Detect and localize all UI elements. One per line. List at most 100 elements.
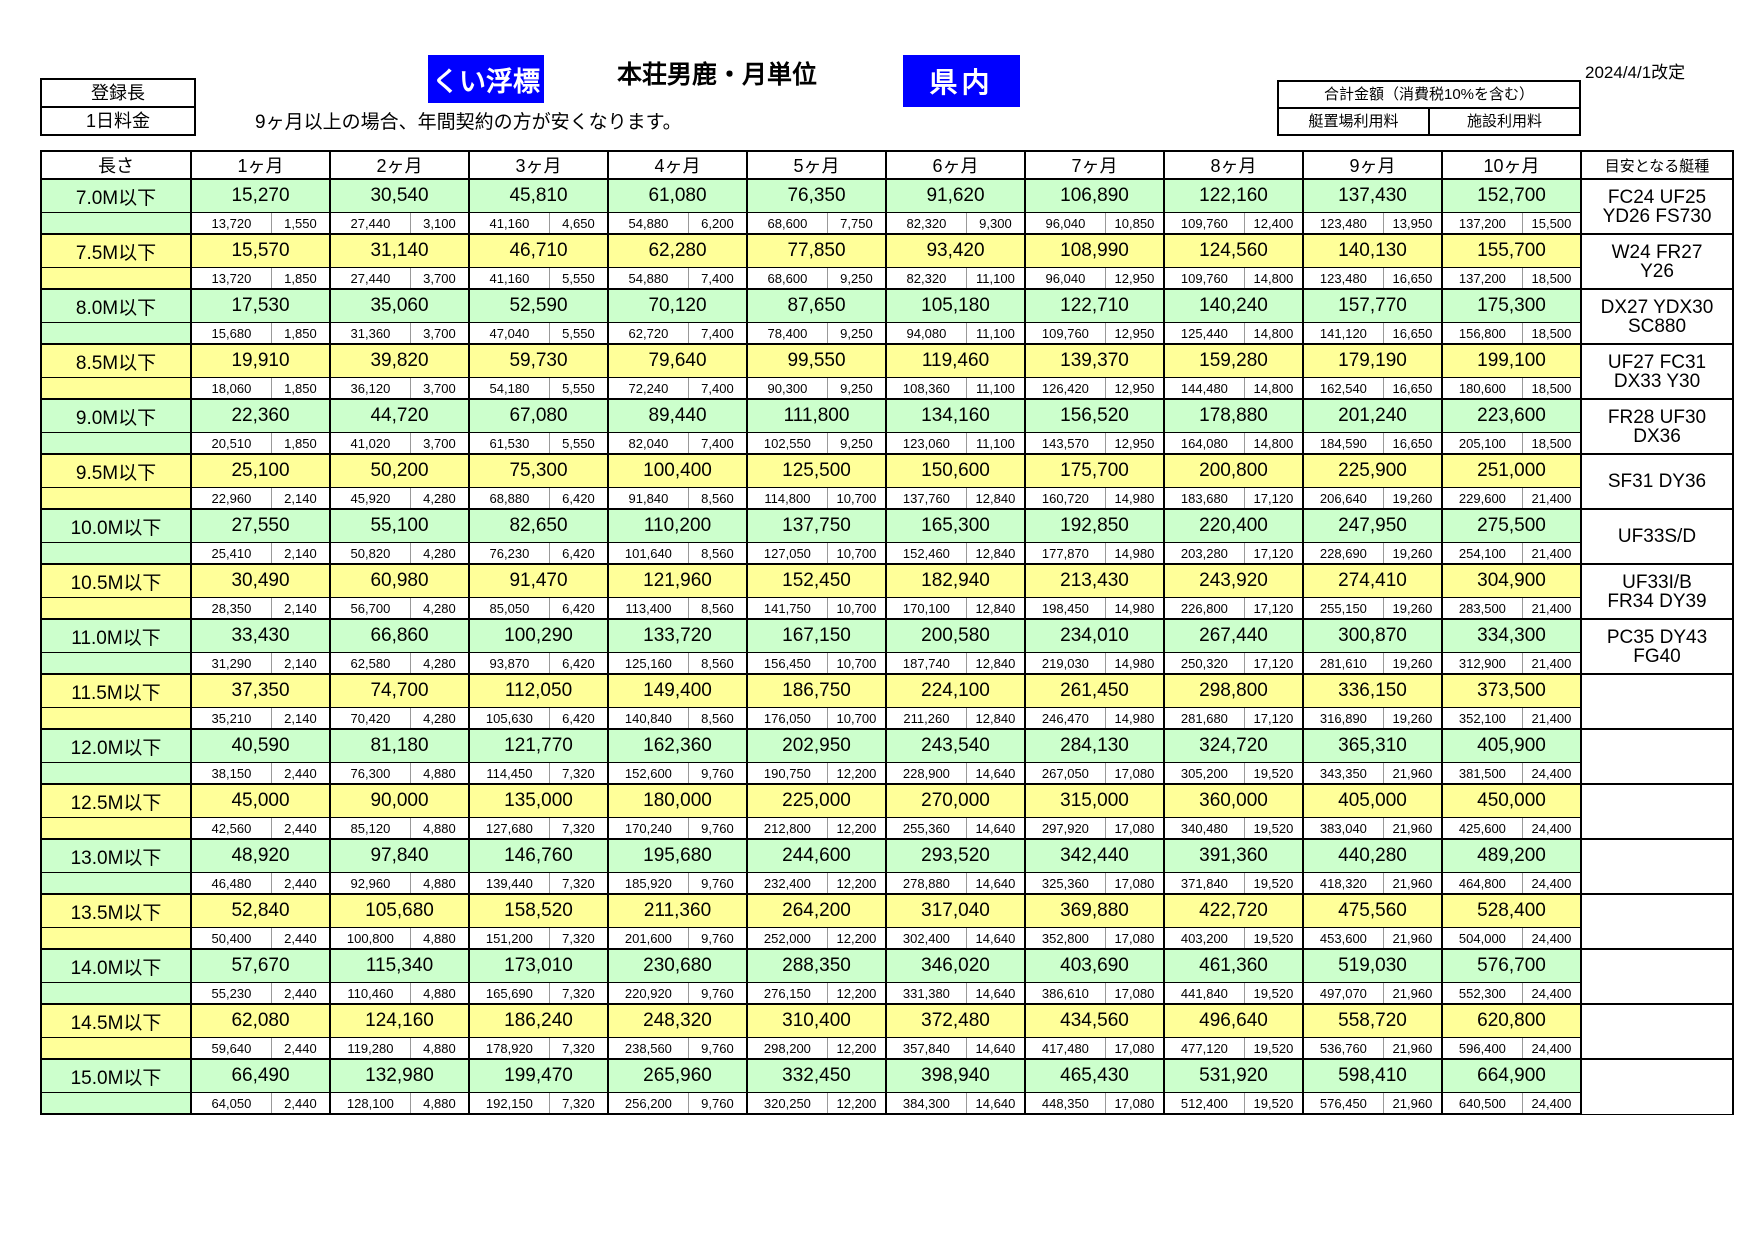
row-length-spacer — [40, 1092, 192, 1115]
facility-fee-value: 1,850 — [284, 270, 317, 286]
boat-types-cell: FR28 UF30 DX36 — [1580, 398, 1734, 455]
fee-breakdown-cell: 36,120 3,700 — [329, 377, 470, 400]
fee-breakdown-cell: 68,880 6,420 — [468, 487, 609, 510]
mooring-fee-value: 331,380 — [888, 983, 967, 1003]
mooring-fee-value: 256,200 — [610, 1093, 689, 1113]
monthly-total-cell: 112,050 — [468, 673, 609, 708]
mooring-fee-value: 536,760 — [1305, 1038, 1384, 1058]
fee-breakdown-cell: 123,480 16,650 — [1302, 267, 1443, 290]
mooring-fee-value: 357,840 — [888, 1038, 967, 1058]
mooring-fee-value: 219,030 — [1027, 653, 1106, 673]
boat-types-cell — [1580, 673, 1734, 730]
mooring-fee-value: 206,640 — [1305, 488, 1384, 508]
mooring-fee-value: 448,350 — [1027, 1093, 1106, 1113]
facility-fee-value: 14,980 — [1114, 655, 1155, 671]
mooring-fee-value: 61,530 — [471, 433, 550, 453]
fee-breakdown-cell: 68,600 9,250 — [746, 267, 887, 290]
fee-breakdown-cell: 170,100 12,840 — [885, 597, 1026, 620]
mooring-fee-value: 93,870 — [471, 653, 550, 673]
monthly-total-cell: 150,600 — [885, 453, 1026, 488]
facility-fee-value: 4,280 — [423, 655, 456, 671]
mooring-fee-value: 85,120 — [332, 818, 411, 838]
monthly-total-cell: 265,960 — [607, 1058, 748, 1093]
monthly-total-cell: 244,600 — [746, 838, 887, 873]
fee-breakdown-cell: 441,840 19,520 — [1163, 982, 1304, 1005]
boat-types-cell: DX27 YDX30 SC880 — [1580, 288, 1734, 345]
monthly-total-cell: 159,280 — [1163, 343, 1304, 378]
fee-breakdown-cell: 13,720 1,550 — [190, 212, 331, 235]
monthly-total-cell: 162,360 — [607, 728, 748, 763]
mooring-fee-value: 78,400 — [749, 323, 828, 343]
facility-fee-value: 21,400 — [1531, 490, 1572, 506]
facility-fee-value: 3,700 — [423, 325, 456, 341]
facility-fee-value: 12,950 — [1114, 325, 1155, 341]
fee-breakdown-cell: 28,350 2,140 — [190, 597, 331, 620]
monthly-total-cell: 40,590 — [190, 728, 331, 763]
monthly-total-cell: 87,650 — [746, 288, 887, 323]
row-length-spacer — [40, 1037, 192, 1060]
mooring-fee-value: 187,740 — [888, 653, 967, 673]
column-header-month-3: 3ヶ月 — [468, 150, 609, 180]
mooring-fee-value: 192,150 — [471, 1093, 550, 1113]
facility-fee-value: 14,980 — [1114, 600, 1155, 616]
facility-fee-value: 14,800 — [1253, 270, 1294, 286]
mooring-fee-value: 170,240 — [610, 818, 689, 838]
facility-fee-value: 17,120 — [1253, 655, 1294, 671]
fee-breakdown-cell: 127,680 7,320 — [468, 817, 609, 840]
fee-breakdown-cell: 278,880 14,640 — [885, 872, 1026, 895]
facility-fee-value: 17,120 — [1253, 490, 1294, 506]
fee-breakdown-cell: 96,040 12,950 — [1024, 267, 1165, 290]
facility-fee-value: 9,250 — [840, 380, 873, 396]
column-header-month-9: 9ヶ月 — [1302, 150, 1443, 180]
facility-fee-value: 17,080 — [1114, 930, 1155, 946]
mooring-fee-value: 198,450 — [1027, 598, 1106, 618]
fee-breakdown-cell: 50,400 2,440 — [190, 927, 331, 950]
mooring-fee-value: 162,540 — [1305, 378, 1384, 398]
mooring-fee-value: 164,080 — [1166, 433, 1245, 453]
boat-types-cell — [1580, 1058, 1734, 1115]
column-header-month-4: 4ヶ月 — [607, 150, 748, 180]
monthly-total-cell: 79,640 — [607, 343, 748, 378]
monthly-total-cell: 315,000 — [1024, 783, 1165, 818]
facility-fee-value: 14,980 — [1114, 710, 1155, 726]
monthly-total-cell: 149,400 — [607, 673, 748, 708]
monthly-total-cell: 284,130 — [1024, 728, 1165, 763]
mooring-fee-value: 137,760 — [888, 488, 967, 508]
mooring-fee-value: 13,720 — [193, 213, 272, 233]
facility-fee-value: 3,700 — [423, 380, 456, 396]
boat-types-cell — [1580, 1003, 1734, 1060]
mooring-fee-value: 31,360 — [332, 323, 411, 343]
facility-fee-value: 19,260 — [1392, 490, 1433, 506]
facility-fee-value: 12,200 — [836, 985, 877, 1001]
monthly-total-cell: 121,770 — [468, 728, 609, 763]
monthly-total-cell: 373,500 — [1441, 673, 1582, 708]
mooring-fee-value: 151,200 — [471, 928, 550, 948]
monthly-total-cell: 89,440 — [607, 398, 748, 433]
monthly-total-cell: 108,990 — [1024, 233, 1165, 268]
fee-breakdown-cell: 536,760 21,960 — [1302, 1037, 1443, 1060]
fee-breakdown-cell: 35,210 2,140 — [190, 707, 331, 730]
fee-breakdown-cell: 352,100 21,400 — [1441, 707, 1582, 730]
facility-fee-value: 2,440 — [284, 820, 317, 836]
fee-breakdown-cell: 68,600 7,750 — [746, 212, 887, 235]
fee-breakdown-cell: 203,280 17,120 — [1163, 542, 1304, 565]
fee-breakdown-cell: 226,800 17,120 — [1163, 597, 1304, 620]
mooring-fee-value: 228,900 — [888, 763, 967, 783]
monthly-total-cell: 139,370 — [1024, 343, 1165, 378]
monthly-total-cell: 324,720 — [1163, 728, 1304, 763]
mooring-fee-value: 137,200 — [1444, 268, 1523, 288]
mooring-fee-value: 72,240 — [610, 378, 689, 398]
mooring-fee-value: 184,590 — [1305, 433, 1384, 453]
facility-fee-value: 12,200 — [836, 875, 877, 891]
row-length-label: 9.5M以下 — [40, 453, 192, 488]
row-length-spacer — [40, 377, 192, 400]
fee-breakdown-cell: 41,020 3,700 — [329, 432, 470, 455]
facility-fee-value: 21,400 — [1531, 600, 1572, 616]
monthly-total-cell: 99,550 — [746, 343, 887, 378]
row-length-label: 7.0M以下 — [40, 178, 192, 213]
total-amount-title: 合計金額（消費税10%を含む） — [1323, 86, 1535, 103]
monthly-total-cell: 598,410 — [1302, 1058, 1443, 1093]
monthly-total-cell: 100,400 — [607, 453, 748, 488]
mooring-fee-value: 109,760 — [1166, 213, 1245, 233]
fee-breakdown-cell: 127,050 10,700 — [746, 542, 887, 565]
